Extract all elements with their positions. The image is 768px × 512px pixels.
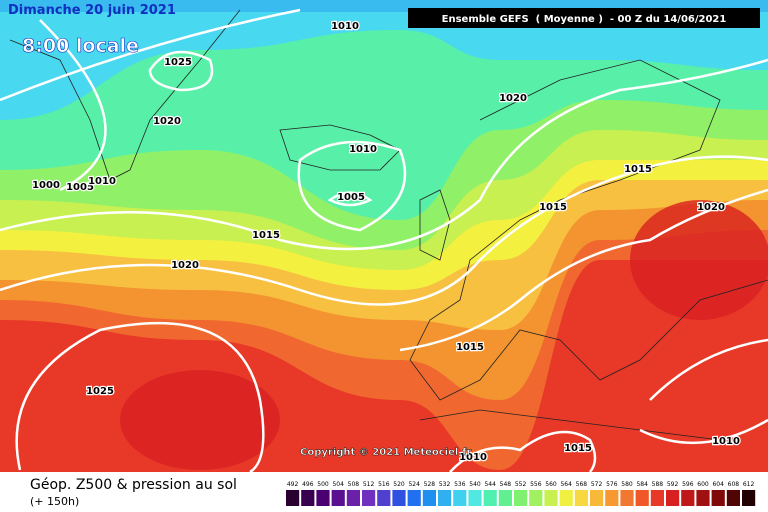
isobar-label: 1015 <box>539 202 567 213</box>
copyright: Copyright © 2021 Meteociel.fr <box>300 447 471 458</box>
scale-swatch <box>726 490 740 506</box>
scale-label: 516 <box>378 481 390 488</box>
coastlines <box>9 9 768 441</box>
scale-swatch <box>529 490 543 506</box>
scale-label: 532 <box>439 481 451 488</box>
scale-swatch <box>301 490 315 506</box>
isobars <box>0 8 768 474</box>
isobar-label: 1000 <box>32 180 60 191</box>
scale-label: 500 <box>317 481 329 488</box>
scale-label: 540 <box>469 481 481 488</box>
run-info: Ensemble GEFS ( Moyenne ) - 00 Z du 14/0… <box>442 14 727 25</box>
scale-label: 604 <box>712 481 724 488</box>
scale-swatch <box>742 490 756 506</box>
scale-swatch <box>392 490 406 506</box>
scale-label: 552 <box>515 481 527 488</box>
scale-swatch <box>590 490 604 506</box>
scale-label: 612 <box>743 481 755 488</box>
footer-title: Géop. Z500 & pression au sol <box>30 477 237 493</box>
scale-label: 584 <box>636 481 648 488</box>
scale-label: 560 <box>545 481 557 488</box>
scale-label: 520 <box>393 481 405 488</box>
scale-label: 600 <box>697 481 709 488</box>
scale-swatch <box>377 490 391 506</box>
scale-label: 580 <box>621 481 633 488</box>
scale-label: 548 <box>500 481 512 488</box>
scale-swatch <box>696 490 710 506</box>
scale-label: 556 <box>530 481 542 488</box>
isobar-label: 1010 <box>88 176 116 187</box>
scale-label: 504 <box>332 481 344 488</box>
scale-swatch <box>346 490 360 506</box>
scale-label: 528 <box>424 481 436 488</box>
isobar-label: 1015 <box>564 443 592 454</box>
scale-swatch <box>620 490 634 506</box>
scale-swatch <box>559 490 573 506</box>
isobar-label: 1015 <box>624 164 652 175</box>
warm-core <box>120 370 280 470</box>
scale-swatch <box>514 490 528 506</box>
map-date: Dimanche 20 juin 2021 <box>8 3 176 18</box>
scale-swatch <box>468 490 482 506</box>
scale-label: 492 <box>287 481 299 488</box>
isobar-label: 1020 <box>499 93 527 104</box>
isobar-label: 1020 <box>153 116 181 127</box>
scale-swatch <box>438 490 452 506</box>
scale-swatch <box>362 490 376 506</box>
scale-swatch <box>498 490 512 506</box>
scale-swatch <box>422 490 436 506</box>
scale-label: 536 <box>454 481 466 488</box>
scale-label: 592 <box>667 481 679 488</box>
isobar-label: 1005 <box>337 192 365 203</box>
scale-swatch <box>605 490 619 506</box>
isobar-label: 1020 <box>697 202 725 213</box>
scale-swatch <box>635 490 649 506</box>
scale-swatch <box>666 490 680 506</box>
scale-label: 576 <box>606 481 618 488</box>
isobar-label: 1005 <box>66 182 94 193</box>
scale-swatch <box>316 490 330 506</box>
isobar-label: 1010 <box>331 21 359 32</box>
color-scale: 492 496 500 504 508 512 516 520 524 528 532 536 540 5… <box>286 481 756 506</box>
scale-swatch <box>453 490 467 506</box>
map-time: 8:00 locale <box>22 35 139 57</box>
isobar-label: 1010 <box>349 144 377 155</box>
isobar-label: 1025 <box>86 386 114 397</box>
scale-label: 524 <box>408 481 420 488</box>
isobar-label: 1020 <box>171 260 199 271</box>
warm-core <box>630 200 768 320</box>
scale-swatch <box>544 490 558 506</box>
scale-swatch <box>650 490 664 506</box>
run-banner <box>408 8 760 28</box>
isobar-label: 1025 <box>164 57 192 68</box>
footer-lead: (+ 150h) <box>30 495 79 508</box>
scale-label: 564 <box>560 481 572 488</box>
isobar-label: 1015 <box>252 230 280 241</box>
scale-swatch <box>574 490 588 506</box>
scale-swatch <box>483 490 497 506</box>
scale-label: 588 <box>652 481 664 488</box>
scale-label: 608 <box>728 481 740 488</box>
scale-swatch <box>711 490 725 506</box>
scale-label: 596 <box>682 481 694 488</box>
scale-swatch <box>407 490 421 506</box>
scale-label: 568 <box>576 481 588 488</box>
isobar-label: 1015 <box>456 342 484 353</box>
scale-swatch <box>331 490 345 506</box>
isobar-label: 1010 <box>459 452 487 463</box>
isobar-label: 1010 <box>712 436 740 447</box>
scale-label: 572 <box>591 481 603 488</box>
scale-label: 496 <box>302 481 314 488</box>
scale-label: 512 <box>363 481 375 488</box>
scale-swatch <box>681 490 695 506</box>
scale-swatch <box>286 490 300 506</box>
scale-label: 508 <box>348 481 360 488</box>
scale-label: 544 <box>484 481 496 488</box>
